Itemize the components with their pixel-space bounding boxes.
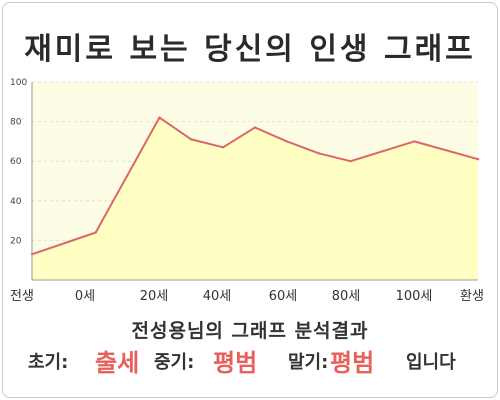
data-point-9: [381, 150, 384, 153]
x-tick-label-2: 20세: [140, 289, 169, 304]
y-tick-label-20: 20: [10, 236, 22, 246]
x-tick-label-3: 40세: [203, 289, 232, 304]
y-tick-label-40: 40: [10, 197, 22, 207]
data-point-10: [413, 140, 416, 143]
y-tick-label-60: 60: [10, 157, 22, 167]
y-tick-labels: 20 40 60 80 100: [10, 78, 27, 246]
early-value: 출세: [95, 349, 140, 377]
data-point-1: [94, 231, 97, 234]
life-line: [31, 116, 479, 256]
data-point-7: [317, 152, 320, 155]
x-tick-label-1: 0세: [75, 289, 95, 304]
x-tick-labels: 전생 0세 20세 40세 60세 80세 100세 환생: [10, 289, 484, 304]
life-area: [32, 117, 478, 280]
x-tick-label-6: 100세: [396, 289, 433, 304]
page-title: 재미로 보는 당신의 인생 그래프: [24, 32, 476, 67]
analysis-subtitle: 전성용님의 그래프 분석결과: [131, 320, 369, 342]
y-tick-label-100: 100: [10, 78, 27, 88]
data-point-4: [221, 146, 225, 149]
data-point-6: [285, 140, 289, 143]
result-line: 초기: 출세 중기: 평범 말기: 평범 입니다: [20, 346, 490, 380]
late-value: 평범: [330, 349, 375, 377]
axes: [31, 82, 478, 281]
data-point-11: [476, 158, 480, 161]
data-point-8: [349, 160, 352, 163]
middle-value: 평범: [213, 349, 258, 377]
y-tick-label-80: 80: [10, 118, 22, 128]
x-tick-label-0: 전생: [10, 289, 34, 304]
x-tick-label-5: 80세: [332, 289, 361, 304]
x-tick-label-7: 환생: [460, 289, 484, 304]
late-label: 말기:: [288, 352, 329, 373]
data-point-5: [253, 126, 257, 129]
x-tick-label-4: 60세: [269, 289, 298, 304]
ending-text: 입니다: [406, 352, 456, 373]
middle-label: 중기:: [154, 352, 195, 373]
early-label: 초기:: [28, 352, 69, 373]
data-point-3: [190, 138, 193, 141]
data-point-2: [158, 116, 161, 119]
